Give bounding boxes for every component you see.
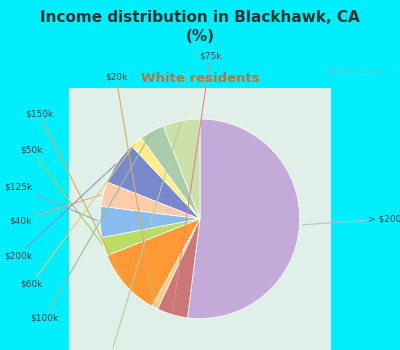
Wedge shape — [101, 182, 200, 219]
Wedge shape — [158, 219, 200, 318]
Text: > $200k: > $200k — [302, 214, 400, 225]
Text: $20k: $20k — [105, 72, 154, 305]
Wedge shape — [188, 119, 300, 319]
Text: $200k: $200k — [4, 164, 116, 260]
Text: $40k: $40k — [10, 195, 101, 225]
Wedge shape — [163, 119, 200, 219]
Wedge shape — [107, 219, 200, 306]
Wedge shape — [132, 138, 200, 219]
Text: $100k: $100k — [30, 134, 150, 323]
Wedge shape — [100, 206, 200, 237]
Text: $50k: $50k — [20, 146, 102, 244]
Wedge shape — [107, 146, 200, 219]
Text: $60k: $60k — [20, 144, 135, 288]
Wedge shape — [152, 219, 200, 309]
Text: Income distribution in Blackhawk, CA
(%): Income distribution in Blackhawk, CA (%) — [40, 10, 360, 44]
Text: White residents: White residents — [141, 72, 259, 85]
Text: $150k: $150k — [25, 109, 124, 282]
Text: $75k: $75k — [172, 51, 222, 312]
Wedge shape — [141, 126, 200, 219]
Wedge shape — [102, 219, 200, 256]
Text: $125k: $125k — [4, 183, 98, 221]
Text: $10k: $10k — [100, 124, 180, 350]
Text: City-Data.com: City-Data.com — [326, 66, 386, 76]
